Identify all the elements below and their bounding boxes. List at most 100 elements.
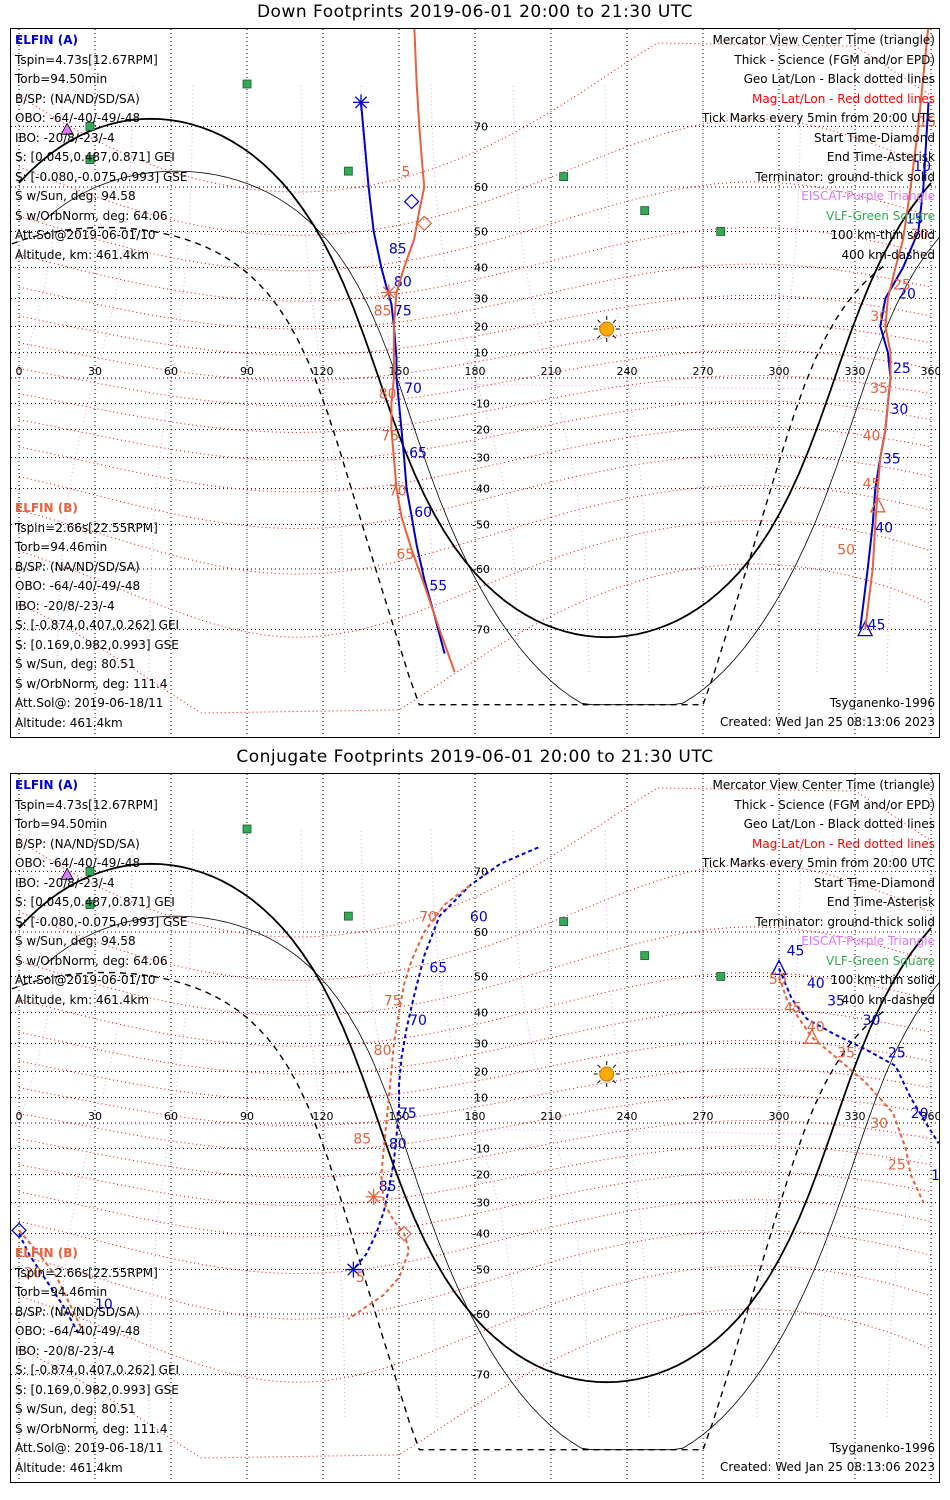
info-line: Altitude: 461.4km (15, 1460, 123, 1475)
lon-tick-label: 360 (921, 365, 940, 378)
eiscat-triangle (60, 122, 74, 135)
legend-line: EISCAT-Purple Triangle (801, 934, 935, 948)
info-line: Att.Sol@2019-06-01/10 (15, 228, 156, 242)
vlf-station-square (716, 972, 726, 981)
lon-tick-label: 240 (617, 365, 638, 378)
elfin-a-tick-label: 70 (404, 381, 422, 397)
elfin-a-tick-label: 25 (893, 361, 911, 377)
mag-meridian-line (18, 828, 928, 1418)
vlf-station-square (85, 121, 95, 131)
elfin-a-center-triangle (857, 620, 874, 637)
mag-latitude-line (18, 1094, 932, 1152)
elfin-b-title: ELFIN (B) (15, 1246, 78, 1260)
elfin-a-tick-label: 65 (409, 446, 427, 462)
elfin-b-title: ELFIN (B) (15, 501, 78, 515)
elfin-a-tick-label: 70 (409, 1013, 427, 1029)
elfin-a-tick-label: 35 (827, 994, 845, 1010)
eiscat-triangle (60, 867, 74, 880)
info-line: S: [-0.080,-0.075,0.993] GSE (15, 169, 188, 184)
info-line: Torb=94.50min (15, 72, 108, 86)
legend-line: Mag Lat/Lon - Red dotted lines (751, 91, 935, 106)
lat-tick-label: 30 (474, 1037, 488, 1050)
info-line: Tspin=4.73s[12.67RPM] (15, 797, 158, 812)
legend-line: Mercator View Center Time (triangle) (712, 778, 935, 792)
elfin-a-center-triangle (770, 958, 788, 976)
mag-latitude-line (18, 484, 932, 575)
legend-line: Mercator View Center Time (triangle) (712, 33, 935, 47)
lat-tick-label: -60 (472, 1308, 490, 1321)
lat-tick-label: -30 (472, 1197, 490, 1210)
lat-tick-label: 10 (474, 1092, 488, 1105)
mag-latitude-line (18, 400, 932, 462)
info-line: Att.Sol@2019-06-01/10 (15, 973, 156, 987)
elfin-b-start-diamond (396, 1225, 412, 1242)
lat-tick-label: 20 (474, 1065, 488, 1078)
legend-line: Thick - Science (FGM and/or EPD) (734, 797, 935, 812)
elfin-a-track (352, 846, 539, 1271)
elfin-a-tick-label: 20 (898, 286, 916, 302)
lon-tick-label: 300 (769, 365, 790, 378)
elfin-a-track (778, 968, 939, 1144)
elfin-a-track (18, 1233, 81, 1337)
elfin-b-tick-label: 30 (870, 1116, 888, 1132)
info-line: S: [0.169,0.982,0.993] GSE (15, 1382, 179, 1397)
elfin-a-tick-label: 10 (95, 1297, 113, 1313)
lon-tick-label: 330 (845, 365, 866, 378)
lat-tick-label: 40 (474, 1006, 488, 1019)
mercator-map-conjugate: 0306090120150180210240270300330360-70-60… (11, 774, 939, 1482)
mag-latitude-line (18, 349, 932, 407)
lon-tick-label: 270 (693, 365, 714, 378)
mag-latitude-line (18, 1199, 932, 1275)
elfin-a-title: ELFIN (A) (15, 33, 78, 47)
vlf-station-square (85, 866, 95, 876)
mag-latitude-line (18, 1039, 932, 1101)
info-line: S: [-0.874,0.407,0.262] GEI (15, 1363, 180, 1377)
elfin-a-tick-label: 85 (379, 1179, 397, 1195)
elfin-a-tick-label: 40 (807, 976, 825, 992)
info-line: Altitude, km: 461.4km (15, 247, 150, 262)
info-line: S w/OrbNorm, deg: 111.4 (15, 676, 168, 691)
mag-latitude-line (18, 1145, 932, 1207)
info-line: OBO: -64/-40/-49/-48 (15, 856, 141, 870)
elfin-b-tick-label: 35 (837, 1046, 855, 1062)
elfin-b-tick-label: 45 (784, 1000, 802, 1016)
lon-tick-label: 240 (617, 1110, 638, 1123)
lat-tick-label: -40 (472, 483, 490, 496)
elfin-b-tick-label: 75 (384, 994, 402, 1010)
lat-tick-label: -60 (472, 563, 490, 576)
elfin-a-tick-label: 30 (890, 402, 908, 418)
legend-line: 100 km-thin solid (830, 228, 935, 242)
lon-tick-label: 210 (541, 365, 562, 378)
legend-line: Mag Lat/Lon - Red dotted lines (751, 836, 935, 851)
terminator-100km (44, 915, 939, 1451)
vlf-station-square (242, 79, 252, 89)
elfin-b-center-triangle (803, 1027, 820, 1045)
elfin-b-tick-label: 20 (24, 1266, 42, 1282)
vlf-station-square (242, 824, 252, 834)
sun-icon (599, 1066, 615, 1082)
lon-tick-label: 330 (845, 1110, 866, 1123)
mag-latitude-line (18, 1068, 932, 1126)
info-line: S: [0.045,0.487,0.871] GEI (15, 895, 175, 909)
terminator-ground (18, 862, 932, 1384)
lon-tick-label: 120 (313, 365, 334, 378)
elfin-b-track (18, 1229, 86, 1337)
elfin-b-tick-label: 75 (381, 429, 399, 445)
created-timestamp: Created: Wed Jan 25 08:13:06 2023 (720, 1460, 935, 1474)
mag-latitude-line (18, 454, 932, 530)
info-line: Torb=94.50min (15, 817, 108, 831)
created-timestamp: Created: Wed Jan 25 08:13:06 2023 (720, 715, 935, 729)
map-legend: Mercator View Center Time (triangle) Thi… (702, 776, 935, 1010)
terminator-ground (18, 117, 932, 639)
legend-line: 100 km-thin solid (830, 973, 935, 987)
info-line: Torb=94.46min (15, 540, 108, 554)
elfin-b-tick-label: 80 (374, 1043, 392, 1059)
sun-ray (612, 1064, 617, 1068)
info-line: B/SP: (NA/ND/SD/SA) (15, 559, 140, 574)
vlf-station-square (640, 951, 650, 961)
info-line: S w/Sun, deg: 94.58 (15, 189, 136, 203)
elfin-a-tick-label: 15 (931, 1168, 939, 1184)
lon-tick-label: 90 (240, 1110, 254, 1123)
lon-tick-label: 90 (240, 365, 254, 378)
vlf-station-square (716, 227, 726, 236)
